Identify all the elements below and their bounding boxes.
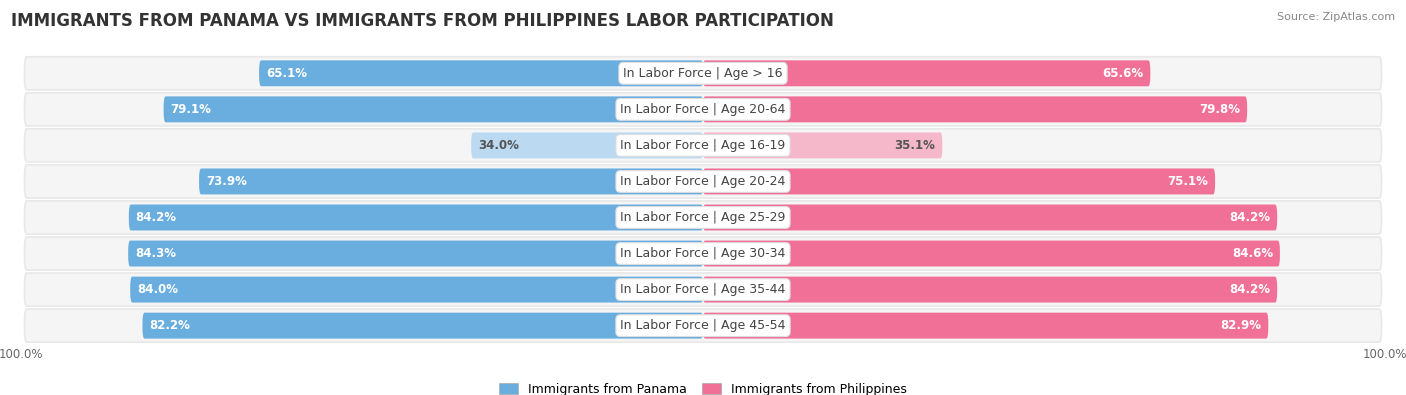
Text: 84.2%: 84.2% [135, 211, 177, 224]
FancyBboxPatch shape [703, 276, 1277, 303]
FancyBboxPatch shape [703, 313, 1268, 339]
Text: 82.9%: 82.9% [1220, 319, 1261, 332]
FancyBboxPatch shape [24, 237, 1382, 270]
FancyBboxPatch shape [703, 60, 1150, 86]
FancyBboxPatch shape [142, 313, 703, 339]
Text: 35.1%: 35.1% [894, 139, 935, 152]
FancyBboxPatch shape [471, 132, 703, 158]
Text: 84.0%: 84.0% [136, 283, 179, 296]
Text: 79.8%: 79.8% [1199, 103, 1240, 116]
FancyBboxPatch shape [24, 57, 1382, 90]
Text: In Labor Force | Age 20-64: In Labor Force | Age 20-64 [620, 103, 786, 116]
Text: 82.2%: 82.2% [149, 319, 190, 332]
Text: 73.9%: 73.9% [205, 175, 247, 188]
Text: 84.3%: 84.3% [135, 247, 176, 260]
FancyBboxPatch shape [24, 201, 1382, 234]
Text: 79.1%: 79.1% [170, 103, 211, 116]
FancyBboxPatch shape [703, 132, 942, 158]
Text: In Labor Force | Age 45-54: In Labor Force | Age 45-54 [620, 319, 786, 332]
Text: 65.1%: 65.1% [266, 67, 307, 80]
FancyBboxPatch shape [703, 205, 1277, 230]
FancyBboxPatch shape [24, 273, 1382, 306]
Legend: Immigrants from Panama, Immigrants from Philippines: Immigrants from Panama, Immigrants from … [495, 378, 911, 395]
Text: In Labor Force | Age > 16: In Labor Force | Age > 16 [623, 67, 783, 80]
Text: 75.1%: 75.1% [1167, 175, 1208, 188]
Text: 84.6%: 84.6% [1232, 247, 1272, 260]
Text: In Labor Force | Age 20-24: In Labor Force | Age 20-24 [620, 175, 786, 188]
Text: 84.2%: 84.2% [1229, 211, 1271, 224]
Text: IMMIGRANTS FROM PANAMA VS IMMIGRANTS FROM PHILIPPINES LABOR PARTICIPATION: IMMIGRANTS FROM PANAMA VS IMMIGRANTS FRO… [11, 12, 834, 30]
FancyBboxPatch shape [24, 165, 1382, 198]
FancyBboxPatch shape [703, 169, 1215, 194]
FancyBboxPatch shape [131, 276, 703, 303]
FancyBboxPatch shape [703, 241, 1279, 267]
FancyBboxPatch shape [163, 96, 703, 122]
FancyBboxPatch shape [24, 93, 1382, 126]
Text: In Labor Force | Age 16-19: In Labor Force | Age 16-19 [620, 139, 786, 152]
FancyBboxPatch shape [259, 60, 703, 86]
Text: 84.2%: 84.2% [1229, 283, 1271, 296]
FancyBboxPatch shape [128, 241, 703, 267]
FancyBboxPatch shape [24, 129, 1382, 162]
Text: In Labor Force | Age 35-44: In Labor Force | Age 35-44 [620, 283, 786, 296]
Text: In Labor Force | Age 25-29: In Labor Force | Age 25-29 [620, 211, 786, 224]
Text: 65.6%: 65.6% [1102, 67, 1143, 80]
Text: In Labor Force | Age 30-34: In Labor Force | Age 30-34 [620, 247, 786, 260]
Text: 34.0%: 34.0% [478, 139, 519, 152]
FancyBboxPatch shape [200, 169, 703, 194]
Text: Source: ZipAtlas.com: Source: ZipAtlas.com [1277, 12, 1395, 22]
FancyBboxPatch shape [129, 205, 703, 230]
FancyBboxPatch shape [24, 309, 1382, 342]
FancyBboxPatch shape [703, 96, 1247, 122]
